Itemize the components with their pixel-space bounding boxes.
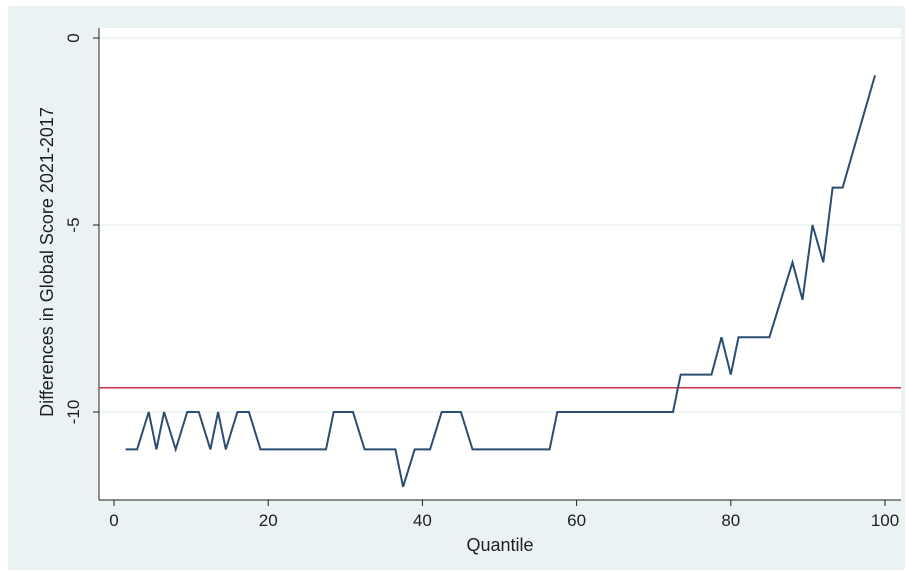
x-ticks: 0 20 40 60 80 100 [109,500,899,530]
y-tick-label: -5 [64,217,83,232]
grid-lines [99,37,901,413]
y-tick-label: -10 [64,400,83,425]
x-tick-label: 40 [413,511,432,530]
y-ticks: 0 -5 -10 [64,33,99,424]
x-tick-label: 100 [871,511,899,530]
x-tick-label: 80 [721,511,740,530]
x-tick-label: 60 [567,511,586,530]
series-line [125,75,876,488]
plot-area [99,28,901,500]
x-tick-label: 0 [109,511,118,530]
x-axis-title: Quantile [466,535,533,555]
y-tick-label: 0 [64,33,83,42]
x-tick-label: 20 [259,511,278,530]
y-axis-title: Differences in Global Score 2021-2017 [37,107,57,417]
